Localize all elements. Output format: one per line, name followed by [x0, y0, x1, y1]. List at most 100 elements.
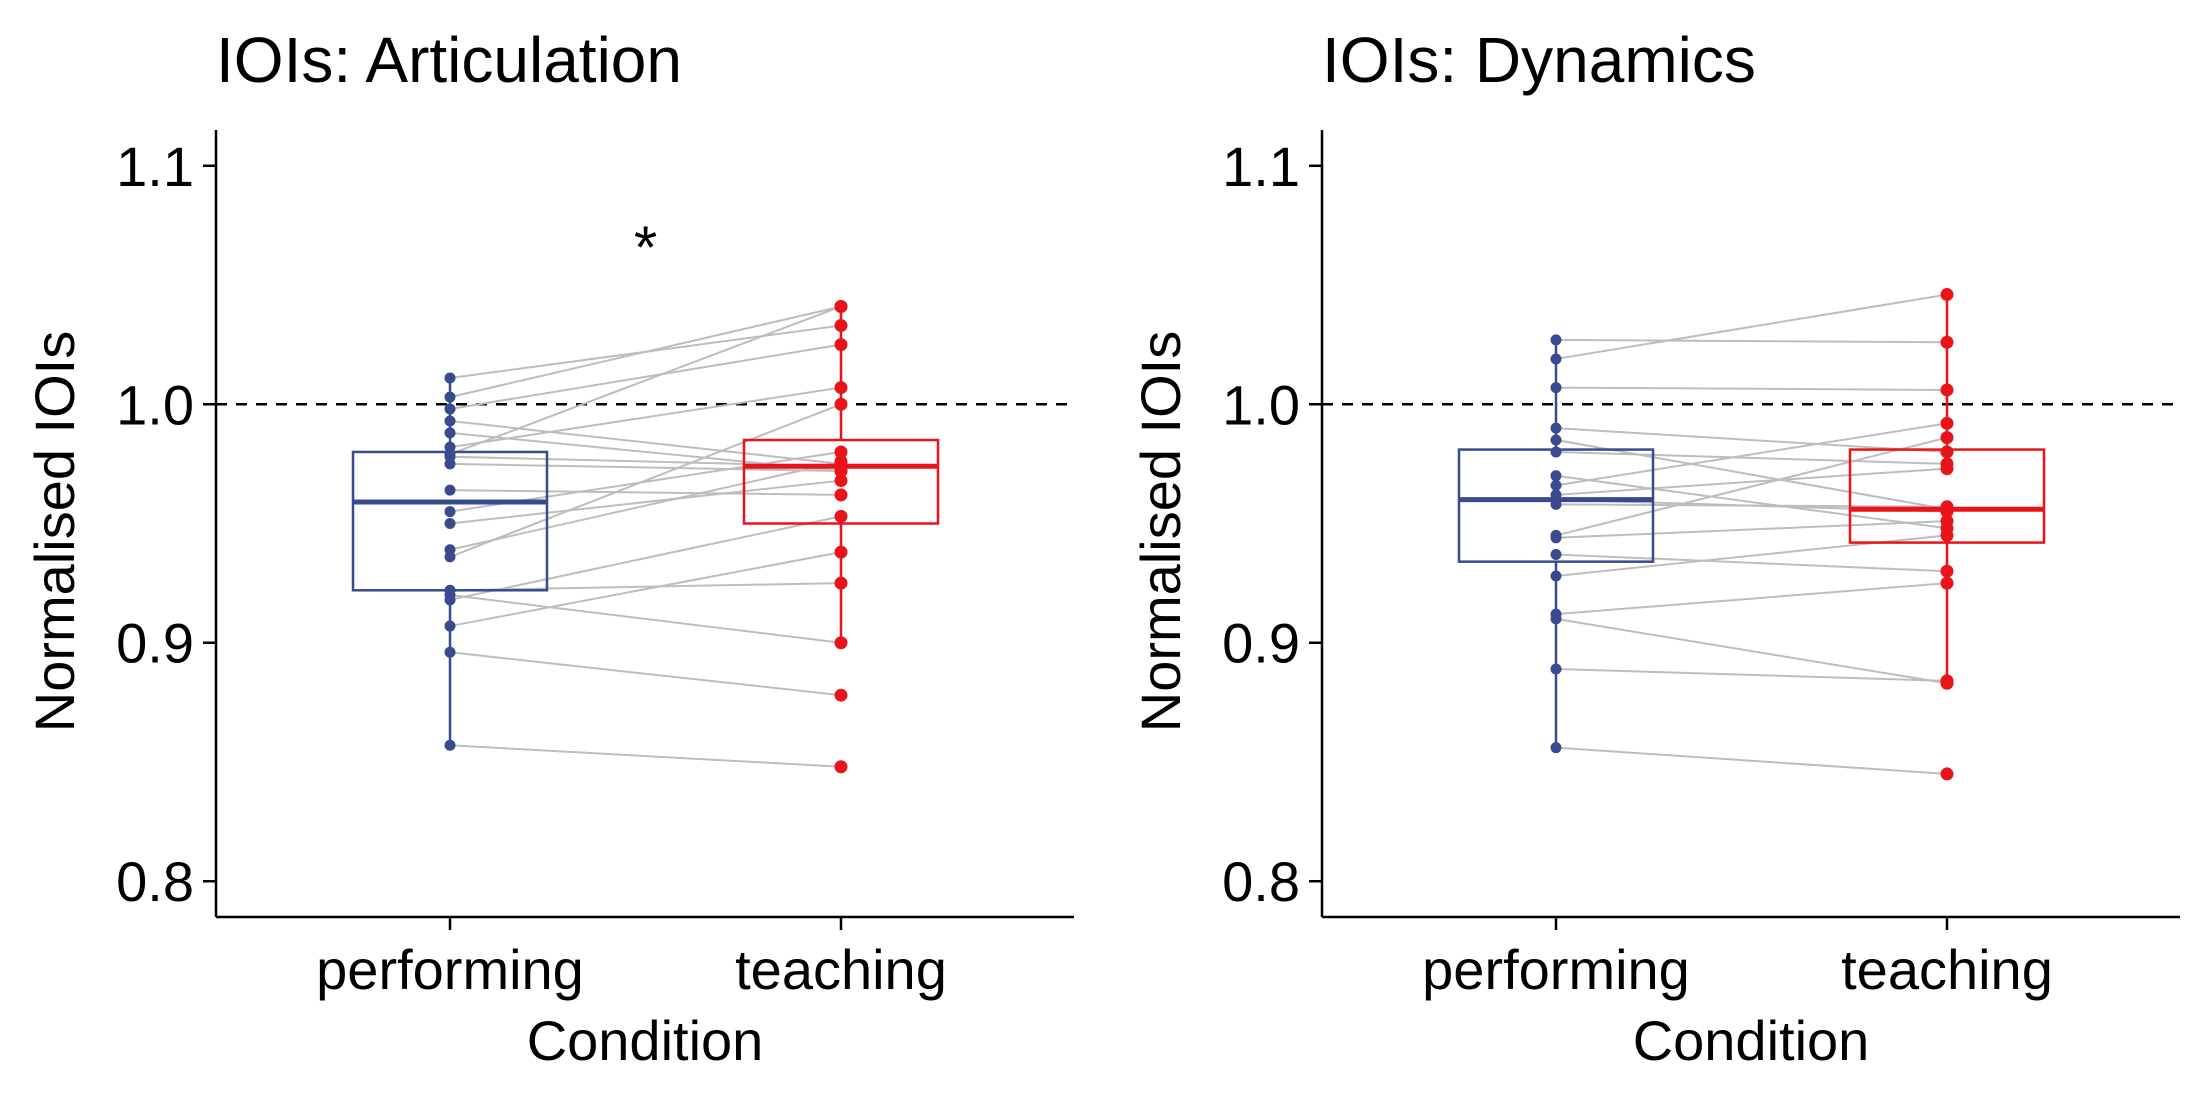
pair-line: [1555, 386, 1948, 391]
point-teaching: [1940, 383, 1954, 397]
point-teaching: [1940, 767, 1954, 781]
y-tick-label: 0.9: [116, 612, 194, 675]
point-performing: [444, 594, 456, 606]
point-teaching: [834, 454, 848, 468]
point-performing: [444, 620, 456, 632]
point-teaching: [834, 636, 848, 650]
pair-line: [1555, 450, 1948, 465]
point-teaching: [1940, 416, 1954, 430]
point-performing: [444, 372, 456, 384]
pair-line: [449, 515, 842, 601]
point-performing: [444, 739, 456, 751]
point-teaching: [1940, 500, 1954, 514]
pair-line: [1555, 422, 1948, 487]
point-performing: [444, 391, 456, 403]
point-performing: [444, 484, 456, 496]
pair-line: [1555, 436, 1948, 537]
pair-line: [449, 594, 842, 644]
point-teaching: [834, 545, 848, 559]
point-teaching: [834, 381, 848, 395]
point-performing: [1550, 382, 1562, 394]
significance-marker: *: [634, 214, 657, 281]
pair-line: [1555, 293, 1948, 360]
point-performing: [444, 506, 456, 518]
point-performing: [1550, 570, 1562, 582]
point-performing: [1550, 532, 1562, 544]
point-performing: [1550, 479, 1562, 491]
y-tick-label: 0.8: [116, 850, 194, 913]
pair-line: [1555, 503, 1948, 508]
panel-2: IOIs: Dynamics 0.8 0.9 1.0 1.1 Normalised IOI…: [1129, 24, 2180, 1072]
pair-line: [1555, 617, 1948, 685]
box-teaching: [742, 438, 940, 525]
y-tick-label: 0.9: [1222, 612, 1300, 675]
pair-line: [449, 462, 842, 473]
pair-line: [1555, 467, 1948, 496]
point-teaching: [834, 397, 848, 411]
point-teaching: [1940, 674, 1954, 688]
pair-line: [449, 305, 842, 456]
x-axis-title: Condition: [1633, 1009, 1870, 1072]
y-tick-label: 1.1: [1222, 135, 1300, 198]
point-performing: [444, 427, 456, 439]
x-tick-label: teaching: [1841, 938, 2053, 1001]
point-performing: [444, 551, 456, 563]
point-teaching: [1940, 576, 1954, 590]
point-performing: [444, 518, 456, 529]
point-teaching: [834, 445, 848, 459]
point-teaching: [834, 464, 848, 478]
pair-line: [449, 419, 842, 465]
point-performing: [1550, 549, 1562, 561]
pair-line: [449, 489, 842, 496]
pair-line: [449, 386, 842, 449]
pair-line: [449, 305, 842, 399]
pair-line: [449, 651, 842, 697]
pair-line: [449, 343, 842, 411]
point-performing: [1550, 422, 1562, 434]
point-teaching: [1940, 514, 1954, 528]
chart-title: IOIs: Articulation: [216, 24, 682, 96]
y-tick-label: 1.0: [1222, 373, 1300, 436]
pair-line: [449, 479, 842, 525]
y-tick-label: 0.8: [1222, 850, 1300, 913]
panel-1: IOIs: Articulation 0.8 0.9 1.0 1.1 Normalised…: [23, 24, 1074, 1072]
pair-line: [449, 744, 842, 768]
chart-title: IOIs: Dynamics: [1322, 24, 1756, 96]
y-axis-title: Normalised IOIs: [1129, 331, 1192, 732]
point-performing: [1550, 613, 1562, 625]
point-teaching: [1940, 528, 1954, 542]
point-teaching: [834, 488, 848, 502]
y-axis-title: Normalised IOIs: [23, 331, 86, 732]
pair-line: [449, 460, 842, 551]
point-teaching: [1940, 431, 1954, 445]
point-teaching: [834, 299, 848, 313]
point-teaching: [1940, 462, 1954, 476]
point-performing: [444, 415, 456, 427]
pair-line: [1555, 474, 1948, 530]
point-performing: [1550, 434, 1562, 446]
pair-line: [449, 403, 842, 558]
point-teaching: [834, 688, 848, 702]
y-tick-label: 1.1: [116, 135, 194, 198]
pair-line: [1555, 520, 1948, 539]
point-performing: [444, 403, 456, 415]
point-teaching: [834, 760, 848, 774]
pair-line: [1555, 338, 1948, 344]
point-performing: [1550, 498, 1562, 510]
point-teaching: [834, 338, 848, 352]
point-performing: [1550, 470, 1562, 482]
point-teaching: [1940, 335, 1954, 349]
point-teaching: [834, 474, 848, 488]
point-teaching: [1940, 288, 1954, 302]
point-performing: [1550, 353, 1562, 365]
point-teaching: [1940, 445, 1954, 459]
x-tick-label: performing: [1422, 938, 1690, 1001]
x-tick-label: teaching: [735, 938, 947, 1001]
pair-line: [1555, 439, 1948, 511]
point-teaching: [834, 576, 848, 590]
x-tick-label: performing: [316, 938, 584, 1001]
pair-line: [1555, 667, 1948, 682]
point-performing: [444, 458, 456, 470]
